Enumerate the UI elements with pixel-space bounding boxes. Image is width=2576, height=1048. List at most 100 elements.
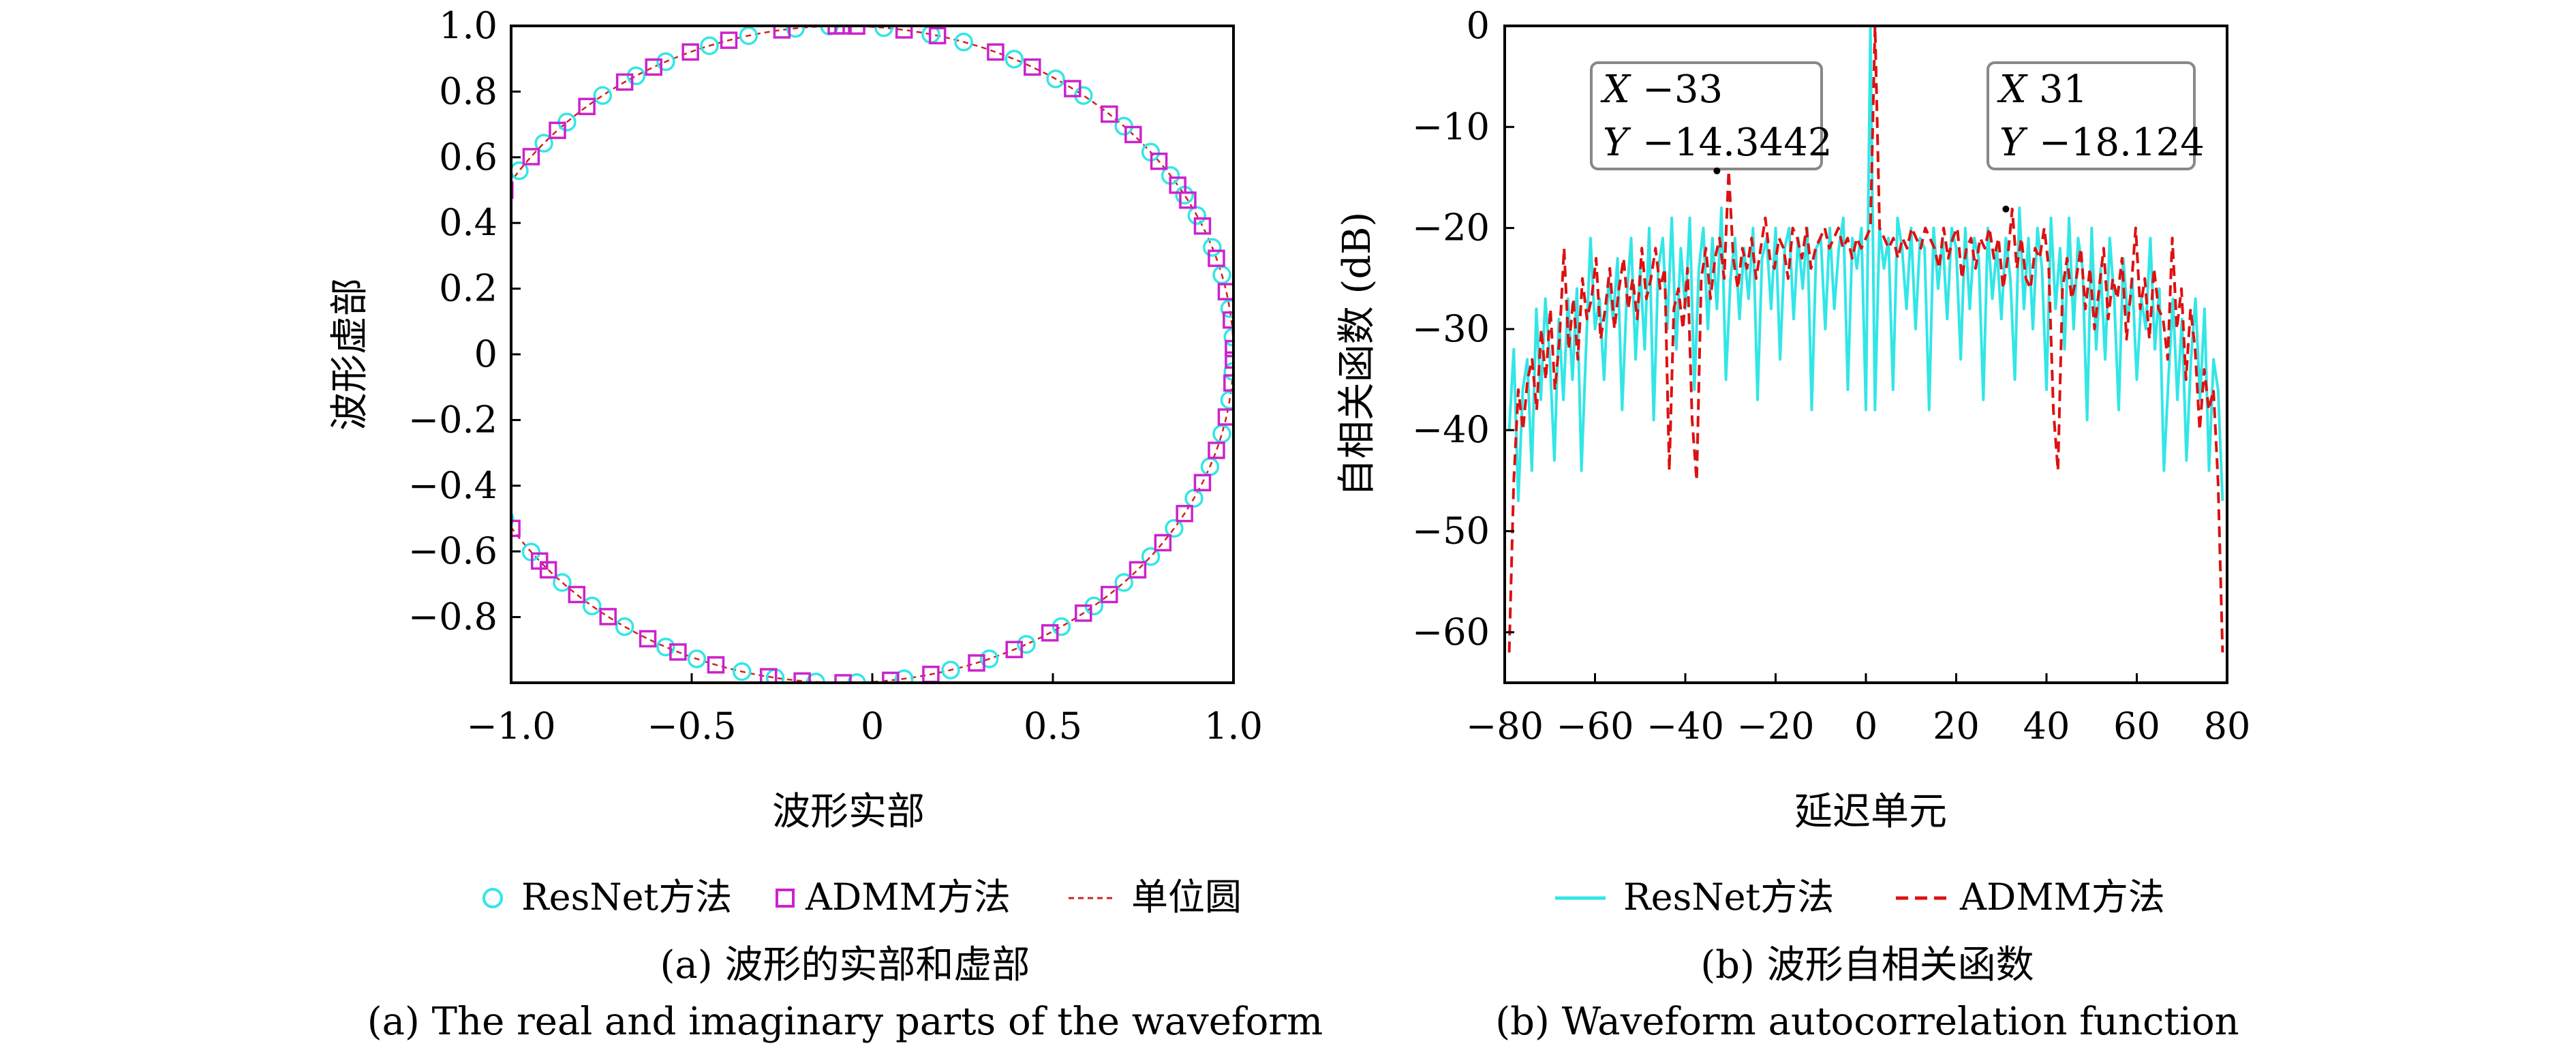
resnet-point-10 [1046,70,1065,89]
legend-admm-label-b: ADMM方法 [1959,876,2165,919]
x-tick-label: 80 [2204,705,2251,748]
resnet-point-23 [534,134,553,153]
resnet-point-16 [786,26,805,38]
admm-point-47 [882,671,900,683]
admm-point-55 [1154,534,1172,552]
admm-point-21 [645,58,662,76]
admm-point-8 [1124,125,1142,144]
resnet-point-14 [874,26,893,37]
admm-point-2 [1217,283,1233,300]
panel-b-legend: ResNet方法 ADMM方法 [1555,876,2165,919]
annotation-peak-right: X 31 Y −18.124 [1987,61,2205,170]
annotation-left-y-label: Y [1603,121,1631,165]
admm-point-60 [1223,374,1233,392]
resnet-point-12 [954,32,973,52]
resnet-point-45 [894,669,914,683]
resnet-point-38 [615,617,634,636]
admm-point-46 [834,674,852,683]
panel-b-y-axis-label: 自相关函数 (dB) [1335,212,1379,497]
panel-a-plot-frame [510,25,1235,684]
resnet-point-21 [593,86,613,105]
resnet-point-53 [1165,519,1184,538]
y-tick-label: −0.2 [408,398,497,441]
admm-point-41 [639,630,657,648]
admm-point-42 [669,643,687,661]
resnet-point-41 [732,662,752,681]
panel-b-x-ticks: −80 −60 −40 −20 0 20 40 60 80 [1466,673,2250,748]
panel-a-marks [445,26,1233,683]
annotation-box-right [1987,61,2196,170]
resnet-point-17 [739,26,758,46]
admm-point-54 [1129,561,1147,579]
admm-point-22 [615,73,634,91]
resnet-point-47 [979,649,999,668]
x-tick-label: 1.0 [1204,705,1263,748]
admm-point-13 [928,27,947,45]
x-tick-label: 0 [861,705,884,748]
resnet-point-4 [1187,206,1207,226]
admm-point-3 [1208,249,1225,267]
x-tick-label: 60 [2113,705,2160,748]
annotation-right-y-value: −18.124 [2039,121,2205,165]
y-tick-label: −60 [1412,611,1490,653]
y-tick-label: −50 [1412,510,1490,553]
resnet-point-39 [656,637,675,657]
resnet-point-36 [553,573,572,592]
resnet-point-11 [1005,50,1024,69]
admm-point-43 [707,656,725,674]
panel-a-y-axis-label: 波形虚部 [328,278,372,431]
x-tick-label: −60 [1557,705,1634,748]
panel-b-y-ticks: 0 −10 −20 −30 −40 −50 −60 [1412,4,1514,653]
panel-b: −80 −60 −40 −20 0 20 40 60 80 0 −10 −20 −30 −40 −50 −6… [1335,4,2250,1044]
annotation-right-x-label: X [1997,67,2028,112]
y-tick-label: −0.8 [408,596,497,638]
admm-point-51 [1041,624,1059,642]
annotation-peak-left: X −33 Y −14.3442 [1590,61,1833,170]
legend-square-marker-icon [776,889,795,908]
x-tick-label: −40 [1646,705,1724,748]
panel-a-caption-cn: (a) 波形的实部和虚部 [660,943,1030,987]
annotation-right-x-value: 31 [2039,67,2087,112]
resnet-point-49 [1052,617,1071,636]
panel-b-caption-cn: (b) 波形自相关函数 [1700,943,2034,987]
resnet-point-34 [511,511,515,526]
admm-point-14 [895,26,913,39]
y-tick-label: 0.2 [439,267,497,310]
resnet-point-1 [1220,299,1233,318]
panel-a-y-ticks: 1.0 0.8 0.6 0.4 0.2 0 −0.2 −0.4 −0.6 −0.8 [408,4,521,638]
x-tick-label: 0 [1854,705,1877,748]
admm-point-30 [447,313,462,328]
panel-b-marks [1507,26,2224,653]
annotation-left-x-label: X [1600,67,1631,112]
x-tick-label: 0.5 [1024,705,1082,748]
resnet-point-29 [445,329,461,345]
panel-a-caption-en: (a) The real and imaginary parts of the … [367,1000,1323,1044]
resnet-point-40 [687,649,707,668]
admm-point-9 [1101,105,1118,123]
resnet-point-30 [445,369,461,386]
admm-point-24 [549,121,566,140]
y-tick-label: −20 [1412,206,1490,249]
admm-point-31 [445,352,460,367]
admm-point-49 [968,654,985,672]
legend-admm-label-a: ADMM方法 [805,876,1011,919]
admm-point-59 [1217,408,1233,426]
admm-point-1 [1223,311,1233,329]
annotation-right-y-label: Y [1999,121,2028,165]
admm-point-20 [681,43,699,61]
resnet-point-57 [1220,390,1233,410]
legend-resnet-label-b: ResNet方法 [1623,876,1834,919]
admm-point-38 [539,561,557,579]
annotation-point-1 [2002,205,2010,213]
resnet-point-48 [1017,634,1036,654]
admm-point-39 [568,585,586,604]
y-tick-label: −30 [1412,307,1490,350]
y-tick-label: 0 [1467,4,1490,47]
y-tick-label: −0.6 [408,529,497,572]
y-tick-label: 0.6 [439,136,497,179]
admm-point-53 [1101,585,1118,604]
admm-point-7 [1150,152,1168,170]
panel-a-x-ticks: −1.0 −0.5 0 0.5 1.0 [466,673,1263,748]
panel-a: −1.0 −0.5 0 0.5 1.0 1.0 0.8 0.6 0.4 0.2 0 −0.2 −0.4… [328,4,1323,1044]
admm-point-57 [1193,474,1212,492]
